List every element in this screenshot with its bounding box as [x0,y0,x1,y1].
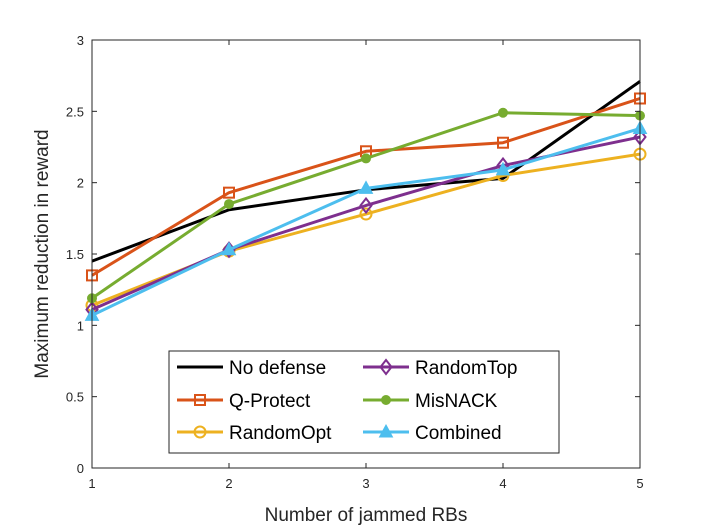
data-point [223,186,235,199]
legend-marker [378,423,394,438]
data-point [359,207,373,221]
y-tick-label: 1.5 [66,247,84,262]
y-tick-label: 2 [77,176,84,191]
legend-item: MisNACK [363,391,498,412]
y-tick-label: 2.5 [66,104,84,119]
legend-label: RandomOpt [229,423,332,444]
legend-label: Combined [415,423,502,444]
legend-item: RandomTop [363,358,517,379]
data-point [497,136,509,149]
y-tick-label: 0.5 [66,390,84,405]
legend-marker [381,395,391,405]
legend: No defense Q-Protect RandomOpt RandomTop Mis… [168,350,560,454]
legend-item: No defense [177,358,326,379]
legend-label: MisNACK [415,391,498,412]
series-line [91,97,641,277]
legend-marker [379,358,393,376]
y-axis-title: Maximum reduction in reward [32,129,53,378]
legend-label: No defense [229,358,326,379]
data-point [221,241,237,256]
x-tick-label: 2 [225,476,232,491]
legend-marker [193,425,207,439]
x-tick-label: 5 [636,476,643,491]
data-point [498,107,508,118]
x-tick-label: 4 [499,476,506,491]
data-point [358,180,374,194]
legend-label: Q-Protect [229,391,311,412]
y-tick-label: 3 [77,33,84,48]
data-point [361,153,371,164]
legend-item: RandomOpt [177,423,332,444]
x-axis-title: Number of jammed RBs [265,505,468,526]
legend-label: RandomTop [415,358,517,379]
legend-marker [194,394,206,406]
y-tick-label: 1 [77,318,84,333]
axes-layer: 1 2 3 4 5 0 0.5 1 1.5 2 2.5 3 [66,33,644,491]
data-point [224,199,234,210]
data-point [495,161,511,176]
x-tick-label: 1 [88,476,95,491]
legend-item: Q-Protect [177,391,311,412]
data-point [359,196,373,215]
x-tick-label: 3 [362,476,369,491]
series-layer [84,80,648,321]
y-tick-label: 0 [77,461,84,476]
legend-item: Combined [363,423,502,444]
